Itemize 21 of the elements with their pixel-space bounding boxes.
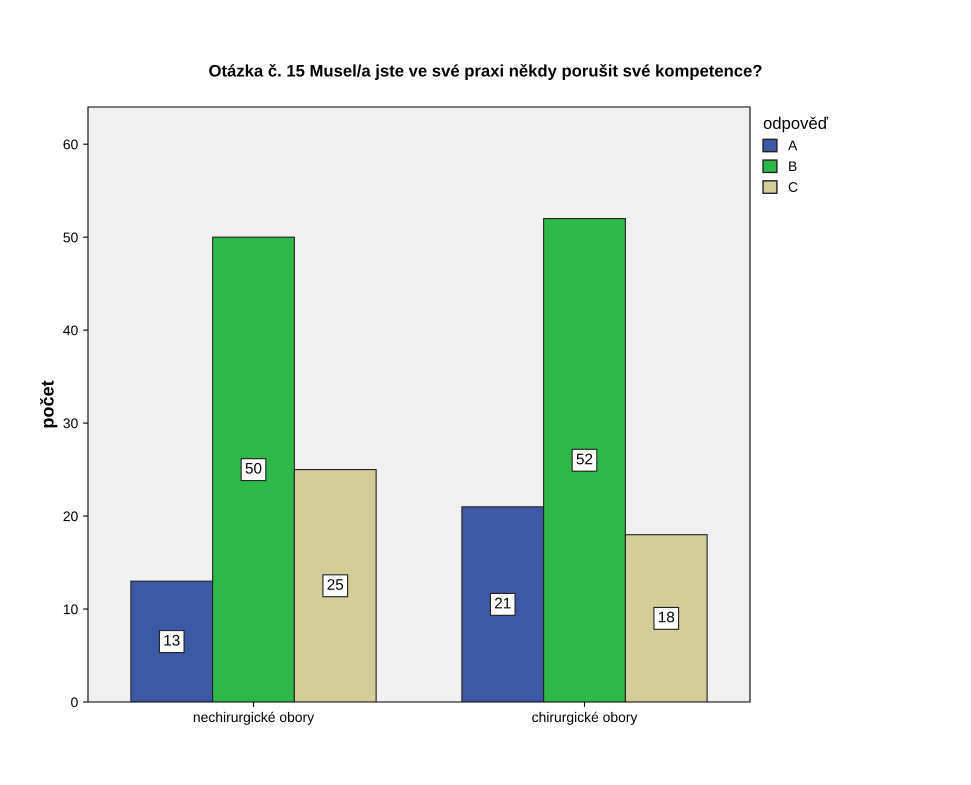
chart-title: Otázka č. 15 Musel/a jste ve své praxi někdy porušit své kompetence?	[209, 64, 762, 80]
data-label: 18	[658, 612, 674, 622]
x-tick-label: chirurgické obory	[532, 712, 638, 725]
legend-label: C	[788, 182, 798, 192]
y-tick-label: 30	[63, 418, 78, 428]
x-tick-label: nechirurgické obory	[194, 712, 314, 725]
y-tick-label: 50	[63, 232, 78, 242]
y-axis-title: počet	[40, 380, 58, 428]
y-tick-label: 40	[63, 325, 78, 336]
y-tick-label: 60	[64, 140, 78, 150]
y-tick-label: 10	[64, 604, 78, 614]
legend-label: B	[789, 161, 797, 172]
data-label: 13	[164, 634, 180, 646]
data-label: 25	[328, 579, 344, 590]
data-label: 50	[246, 462, 262, 474]
data-label: 52	[576, 454, 592, 464]
y-tick-label: 20	[64, 511, 78, 522]
data-label: 21	[495, 598, 510, 608]
y-tick-label: 0	[71, 697, 78, 708]
legend-label: A	[788, 140, 798, 150]
legend-title: odpověď	[764, 116, 828, 132]
